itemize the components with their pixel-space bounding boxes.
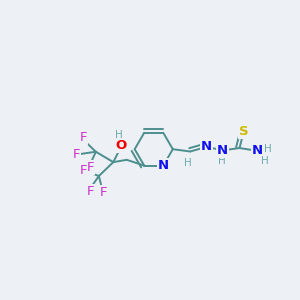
Text: F: F [79, 131, 87, 144]
Text: F: F [86, 185, 94, 198]
Text: N: N [201, 140, 212, 153]
Text: F: F [73, 148, 80, 160]
Text: F: F [79, 164, 87, 177]
Text: O: O [116, 140, 127, 152]
Text: F: F [86, 161, 94, 174]
Text: N: N [251, 144, 262, 157]
Text: H: H [264, 144, 272, 154]
Text: H: H [184, 158, 192, 168]
Text: N: N [217, 144, 228, 157]
Text: N: N [158, 159, 169, 172]
Text: F: F [100, 186, 107, 199]
Text: H: H [261, 155, 269, 166]
Text: H: H [218, 156, 226, 167]
Text: H: H [115, 130, 122, 140]
Text: S: S [239, 125, 248, 138]
